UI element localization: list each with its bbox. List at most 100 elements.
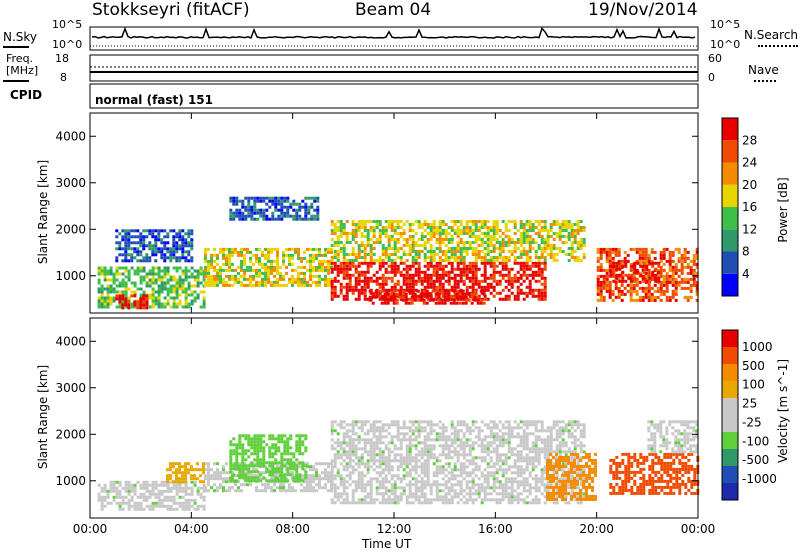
data-cell xyxy=(378,486,382,490)
data-cell xyxy=(196,278,200,282)
data-cell xyxy=(375,453,379,457)
data-cell xyxy=(438,453,442,457)
data-cell xyxy=(286,211,290,215)
data-cell xyxy=(178,259,182,263)
data-cell xyxy=(238,208,242,212)
data-cell xyxy=(378,426,382,430)
data-cell xyxy=(501,432,505,436)
data-cell xyxy=(330,426,334,430)
data-cell xyxy=(304,205,308,209)
data-cell xyxy=(166,486,170,490)
data-cell xyxy=(455,289,459,293)
data-cell xyxy=(549,435,553,439)
data-cell xyxy=(283,205,287,209)
data-cell xyxy=(139,244,143,248)
data-cell xyxy=(614,250,618,254)
data-cell xyxy=(97,305,101,309)
data-cell xyxy=(292,217,296,221)
data-cell xyxy=(345,492,349,496)
data-cell xyxy=(216,280,219,284)
data-cell xyxy=(291,253,294,257)
data-cell xyxy=(118,501,122,505)
data-cell xyxy=(210,468,213,472)
data-cell xyxy=(160,284,164,288)
data-cell xyxy=(378,450,382,454)
data-cell xyxy=(225,259,228,263)
data-cell xyxy=(390,267,394,271)
data-cell xyxy=(648,261,652,265)
data-cell xyxy=(363,261,367,265)
data-cell xyxy=(465,241,469,244)
data-cell xyxy=(288,280,291,284)
data-cell xyxy=(396,267,400,271)
data-cell xyxy=(375,223,379,226)
data-cell xyxy=(366,441,370,445)
data-cell xyxy=(638,286,642,290)
data-cell xyxy=(468,498,472,502)
data-cell xyxy=(190,244,194,248)
data-cell xyxy=(366,495,370,499)
data-cell xyxy=(210,477,213,481)
data-cell xyxy=(381,244,385,247)
data-cell xyxy=(318,277,321,281)
data-cell xyxy=(426,423,430,427)
data-cell xyxy=(519,291,523,295)
data-cell xyxy=(267,265,270,269)
data-cell xyxy=(450,450,454,454)
data-cell xyxy=(546,253,550,256)
data-cell xyxy=(345,291,349,295)
data-cell xyxy=(426,282,430,286)
data-cell xyxy=(330,223,334,226)
data-cell xyxy=(351,423,355,427)
data-cell xyxy=(360,480,364,484)
data-cell xyxy=(133,269,137,273)
data-cell xyxy=(207,471,210,475)
data-cell xyxy=(546,435,550,439)
data-cell xyxy=(483,259,487,262)
data-cell xyxy=(522,480,526,484)
data-cell xyxy=(504,483,508,487)
data-cell xyxy=(276,265,279,269)
data-cell xyxy=(357,250,361,253)
data-cell xyxy=(303,265,306,269)
data-cell xyxy=(650,286,654,290)
data-cell xyxy=(225,256,228,260)
data-cell xyxy=(387,462,391,466)
data-cell xyxy=(537,235,541,238)
data-cell xyxy=(537,456,541,460)
data-cell xyxy=(247,208,251,212)
data-cell xyxy=(486,450,490,454)
data-cell xyxy=(193,278,197,282)
data-cell xyxy=(393,241,397,244)
data-cell xyxy=(414,253,418,256)
data-cell xyxy=(97,492,101,496)
data-cell xyxy=(417,435,421,439)
data-cell xyxy=(360,462,364,466)
data-cell xyxy=(644,259,648,263)
data-cell xyxy=(148,495,152,499)
data-cell xyxy=(537,489,541,493)
data-cell xyxy=(446,289,450,293)
data-cell xyxy=(602,298,606,302)
data-cell xyxy=(420,226,424,229)
data-cell xyxy=(441,429,445,433)
data-cell xyxy=(543,267,547,271)
data-cell xyxy=(384,247,388,250)
data-cell xyxy=(495,232,499,235)
data-cell xyxy=(387,465,391,469)
data-cell xyxy=(443,292,447,296)
data-cell xyxy=(629,286,633,290)
data-cell xyxy=(552,420,556,424)
data-cell xyxy=(617,259,621,263)
data-cell xyxy=(390,498,394,502)
data-cell xyxy=(127,300,131,304)
data-cell xyxy=(124,284,128,288)
data-cell xyxy=(501,238,505,241)
data-cell xyxy=(100,269,104,273)
data-cell xyxy=(522,267,526,271)
data-cell xyxy=(453,438,457,442)
data-cell xyxy=(351,438,355,442)
data-cell xyxy=(309,477,312,481)
data-cell xyxy=(429,438,433,442)
data-cell xyxy=(327,465,330,469)
